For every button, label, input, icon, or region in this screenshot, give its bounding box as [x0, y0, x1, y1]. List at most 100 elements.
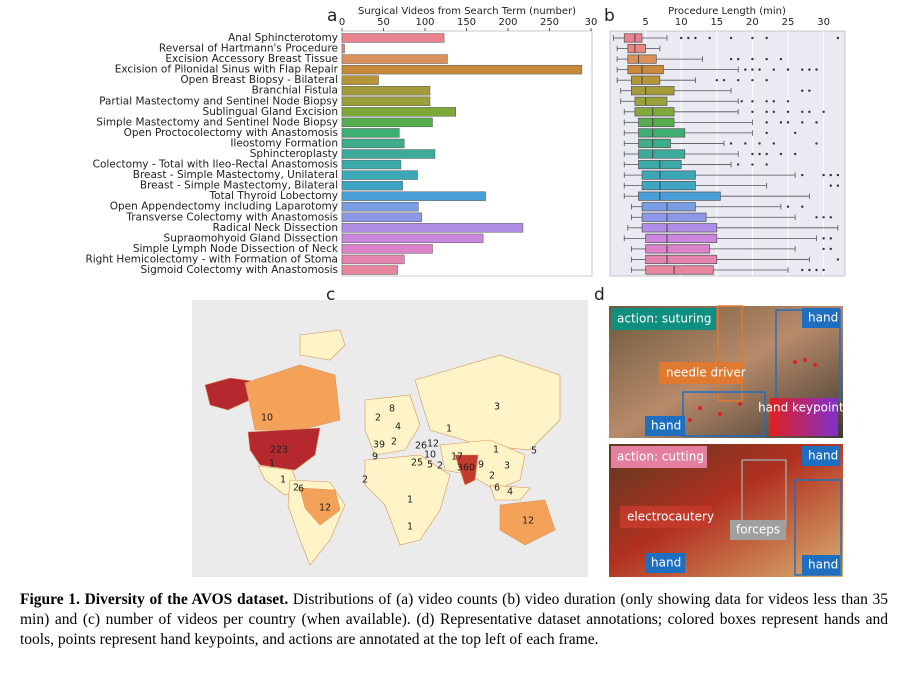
brazil	[299, 487, 341, 526]
category-label: Sigmoid Colectomy with Anastomosis	[141, 264, 338, 276]
hand-tag	[802, 446, 840, 466]
hand-box	[794, 479, 842, 576]
category-label: Open Appendectomy including Laparotomy	[110, 201, 338, 213]
box	[641, 181, 696, 191]
box	[645, 265, 714, 275]
country-count: 4	[507, 487, 513, 498]
europe	[364, 394, 421, 456]
country-count: 2	[437, 461, 443, 472]
outlier	[729, 57, 733, 61]
bar	[341, 265, 398, 275]
box	[638, 138, 671, 149]
outlier	[736, 57, 740, 61]
x-tick-label: 0	[339, 17, 345, 28]
outlier	[744, 142, 747, 145]
bar	[341, 159, 402, 170]
x-tick-label: 200	[498, 17, 517, 28]
country-count: 1	[446, 424, 452, 435]
box	[627, 65, 664, 75]
hand-tag	[802, 308, 840, 328]
outlier	[829, 216, 832, 219]
outlier	[801, 121, 804, 124]
outlier	[801, 173, 804, 177]
box	[627, 43, 646, 54]
outlier	[836, 184, 840, 187]
outlier	[694, 36, 697, 40]
outlier	[836, 258, 840, 261]
outlier	[751, 110, 754, 114]
outlier	[786, 121, 790, 124]
outlier	[822, 173, 825, 177]
country-count: 2	[293, 483, 299, 494]
outlier	[765, 152, 768, 156]
panel-letter: c	[326, 285, 335, 305]
outlier	[729, 142, 733, 145]
outlier	[829, 237, 832, 240]
bar	[341, 180, 403, 191]
bar	[341, 191, 486, 201]
outlier	[740, 100, 743, 103]
category-label: Open Breast Biopsy - Bilateral	[180, 74, 338, 86]
country-count: 223	[270, 445, 288, 456]
outlier	[822, 247, 825, 251]
outlier	[801, 268, 804, 272]
category-label: Excision Accessory Breast Tissue	[165, 53, 338, 65]
category-label: Radical Neck Dissection	[213, 222, 338, 234]
bar	[341, 43, 345, 54]
outlier	[801, 68, 804, 71]
country-count: 5	[427, 460, 433, 471]
outlier	[829, 173, 832, 177]
outlier	[801, 89, 804, 92]
country-count: 9	[372, 452, 378, 463]
outlier	[829, 247, 832, 251]
bar	[341, 233, 484, 244]
outlier	[815, 121, 818, 124]
frame-cutting: action: cutting forceps electrocautery h…	[609, 444, 843, 577]
country-count: 10	[424, 450, 436, 461]
country-count: 12	[427, 439, 439, 450]
australia	[499, 499, 556, 546]
category-label: Sphincteroplasty	[250, 148, 338, 160]
outlier	[751, 78, 754, 82]
outlier	[751, 163, 754, 166]
box	[638, 191, 721, 201]
country-count: 3	[504, 461, 510, 472]
category-label: Right Hemicolectomy - with Formation of …	[85, 253, 338, 265]
bar	[341, 117, 433, 128]
asia	[439, 439, 526, 491]
outlier	[779, 152, 783, 156]
outlier	[793, 152, 797, 156]
country-count: 9	[478, 460, 484, 471]
outlier	[786, 110, 790, 114]
outlier	[765, 110, 768, 114]
x-tick-label: 150	[457, 17, 476, 28]
panel-letter: d	[594, 285, 605, 305]
bar	[341, 54, 448, 64]
category-label: Breast - Simple Mastectomy, Bilateral	[140, 180, 338, 192]
caption-text: Distributions of (a) video counts (b) vi…	[20, 591, 889, 648]
outlier	[786, 205, 790, 208]
x-tick-label: 5	[642, 17, 648, 28]
bar	[341, 212, 422, 222]
x-tick-label: 20	[746, 17, 759, 28]
country-count: 8	[389, 404, 395, 415]
outlier	[758, 142, 761, 145]
action-label: action: cutting	[617, 450, 704, 464]
box	[638, 128, 686, 138]
panel-letter: b	[604, 6, 615, 26]
bar	[341, 96, 431, 106]
hand-label: hand	[808, 449, 838, 463]
box	[645, 254, 718, 265]
category-label: Simple Mastectomy and Sentinel Node Biop…	[96, 116, 338, 128]
outlier	[765, 121, 768, 124]
bar	[341, 75, 379, 85]
category-label: Anal Sphincterotomy	[228, 32, 338, 44]
bar	[341, 170, 418, 180]
outlier	[779, 57, 783, 61]
category-label: Excision of Pilonidal Sinus with Flap Re…	[115, 64, 339, 76]
box	[638, 117, 675, 127]
hand-tag	[802, 555, 840, 575]
outlier	[836, 173, 840, 177]
x-tick-label: 30	[817, 17, 830, 28]
hand-tag	[645, 416, 685, 436]
